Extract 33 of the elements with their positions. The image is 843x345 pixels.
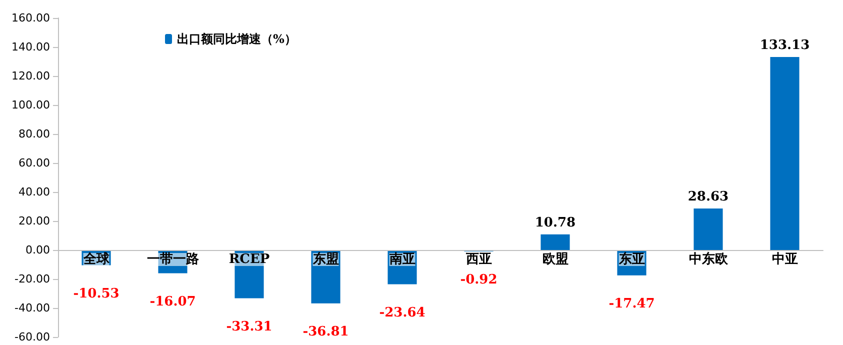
y-tick-label: 80.00	[18, 128, 50, 140]
x-tick-label: 东盟	[312, 251, 339, 267]
data-label: -23.64	[379, 305, 426, 320]
x-tick-label: 中东欧	[688, 251, 729, 267]
x-tick-label: 东亚	[618, 251, 645, 267]
data-label: -10.53	[73, 286, 120, 302]
data-label: -17.47	[608, 296, 655, 312]
y-tick-label: -40.00	[14, 302, 50, 314]
y-tick-label: 60.00	[18, 156, 50, 170]
y-tick-label: 40.00	[18, 186, 50, 198]
data-label: -16.07	[150, 294, 196, 310]
x-tick-label: 一带一路	[146, 252, 199, 267]
y-tick-label: 0.00	[26, 244, 50, 256]
data-label: -36.81	[302, 324, 349, 340]
y-tick-label: 160.00	[12, 12, 50, 24]
y-tick-label: 140.00	[12, 40, 50, 54]
y-tick-label: -60.00	[14, 330, 50, 344]
y-tick-label: 120.00	[12, 70, 50, 82]
data-label: 133.13	[760, 38, 810, 53]
x-tick-label: 西亚	[464, 252, 492, 267]
data-label: -0.92	[460, 272, 498, 288]
data-label: -33.31	[226, 319, 272, 334]
x-tick-label: 欧盟	[542, 252, 568, 267]
data-label: 28.63	[688, 189, 729, 204]
y-tick-label: -20.00	[14, 272, 50, 286]
legend-label: 出口额同比增速（%）	[177, 32, 296, 46]
x-tick-label: 南亚	[388, 252, 416, 267]
data-label: 10.78	[534, 215, 576, 230]
y-tick-label: 20.00	[18, 214, 50, 228]
y-tick-label: 100.00	[12, 98, 50, 112]
x-tick-label: 中亚	[772, 252, 798, 267]
x-tick-label: RCEP	[228, 252, 270, 267]
x-tick-label: 全球	[82, 251, 110, 267]
